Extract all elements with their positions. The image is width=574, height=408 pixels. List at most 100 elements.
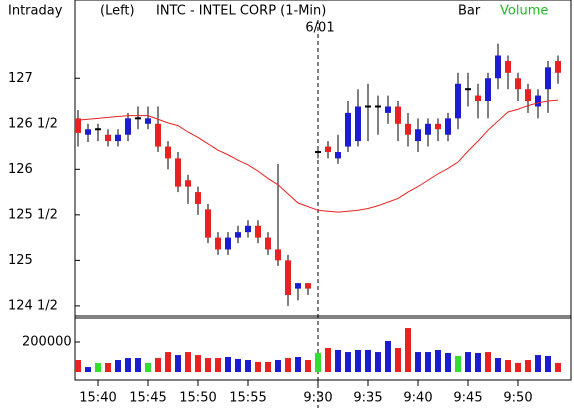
- volume-bar: [505, 360, 511, 372]
- candle-body: [245, 225, 251, 233]
- volume-bar: [235, 358, 241, 372]
- volume-bar: [515, 363, 521, 372]
- volume-bar: [485, 352, 491, 372]
- volume-bar: [465, 352, 471, 372]
- candle-body: [255, 225, 261, 238]
- volume-label: Volume: [500, 4, 548, 19]
- volume-bar: [115, 360, 121, 372]
- frame: [74, 0, 572, 381]
- volume-bar: [395, 348, 401, 372]
- candle-body: [195, 192, 201, 204]
- volume-bar: [445, 352, 451, 372]
- volume-bar: [95, 363, 101, 372]
- candle-body: [305, 283, 311, 289]
- volume-bar: [195, 355, 201, 372]
- candle-body: [285, 260, 291, 295]
- candle-body: [395, 106, 401, 124]
- candle-body: [295, 283, 301, 289]
- candle-body: [515, 78, 521, 90]
- volume-bar: [435, 349, 441, 372]
- volume-bar: [525, 360, 531, 372]
- volume-bar: [205, 358, 211, 372]
- volume-bar: [215, 358, 221, 372]
- volume-bar: [265, 361, 271, 372]
- candle-body: [485, 78, 491, 102]
- volume-bar: [535, 355, 541, 372]
- volume-bar: [135, 358, 141, 372]
- volume-bar: [555, 363, 561, 372]
- volume-bar: [425, 352, 431, 372]
- candle-body: [355, 106, 361, 142]
- mode-label: Intraday: [8, 4, 63, 19]
- candle-body: [75, 118, 81, 133]
- candle-body: [205, 209, 211, 238]
- volume-bar: [285, 358, 291, 372]
- candle-body: [425, 123, 431, 135]
- moving-average: [77, 99, 559, 213]
- x-tick-label: 15:55: [229, 391, 266, 406]
- candle-body: [475, 95, 481, 102]
- candle-body: [325, 146, 331, 153]
- candle-body: [145, 118, 151, 124]
- volume-bar: [345, 352, 351, 372]
- candle-body: [345, 112, 351, 147]
- candle-body: [535, 95, 541, 107]
- x-tick-label: 15:40: [79, 391, 116, 406]
- candle-body: [215, 237, 221, 250]
- y-tick-label: 125 1/2: [8, 207, 58, 222]
- volume-bar: [185, 352, 191, 372]
- axis-side: (Left): [100, 4, 135, 19]
- candle-body: [275, 249, 281, 261]
- candle-body: [415, 129, 421, 142]
- volume-bar: [365, 349, 371, 372]
- volume-bar: [275, 360, 281, 372]
- volume-bar: [155, 358, 161, 372]
- candle-body: [555, 60, 561, 73]
- volume-bar: [125, 358, 131, 372]
- volume-bar: [335, 349, 341, 372]
- candle-body: [155, 123, 161, 147]
- candle-body: [545, 67, 551, 90]
- volume-bar: [355, 349, 361, 372]
- y-tick-label: 200000: [22, 335, 72, 350]
- x-tick-label: 9:50: [503, 391, 532, 406]
- volume-bar: [255, 361, 261, 372]
- volume-bar: [405, 328, 411, 372]
- candle-body: [175, 158, 181, 187]
- volume-bar: [495, 358, 501, 372]
- volume-bar: [305, 360, 311, 372]
- candle-body: [125, 118, 131, 135]
- volume-bar: [455, 355, 461, 372]
- x-tick-label: 15:50: [179, 391, 216, 406]
- candle-body: [495, 55, 501, 79]
- volume-bar: [295, 357, 301, 372]
- volume-bar: [375, 352, 381, 372]
- candle-body: [115, 134, 121, 142]
- volume-bar: [325, 348, 331, 372]
- candle-body: [105, 134, 111, 142]
- candle-body: [85, 129, 91, 135]
- candle-body: [445, 118, 451, 135]
- x-tick-label: 9:35: [353, 391, 382, 406]
- x-tick-label: 9:45: [453, 391, 482, 406]
- candle-body: [165, 146, 171, 159]
- candle-body: [525, 89, 531, 102]
- date-label: 6/01: [305, 21, 334, 36]
- volume-bar: [415, 352, 421, 372]
- candle-body: [185, 180, 191, 187]
- volume-bar: [545, 355, 551, 372]
- volume-bar: [315, 352, 321, 372]
- candle-body: [455, 83, 461, 119]
- candle-body: [435, 123, 441, 130]
- volume-bar: [85, 367, 91, 372]
- chart-title: INTC - INTEL CORP (1-Min): [156, 4, 326, 19]
- volume-bar: [165, 352, 171, 372]
- volume-bar: [175, 355, 181, 372]
- volume-bar: [475, 352, 481, 372]
- x-tick-label: 15:45: [129, 391, 166, 406]
- y-tick-label: 126 1/2: [8, 116, 58, 131]
- volume-bar: [145, 363, 151, 372]
- candle-body: [405, 123, 411, 135]
- y-tick-label: 124 1/2: [8, 298, 58, 313]
